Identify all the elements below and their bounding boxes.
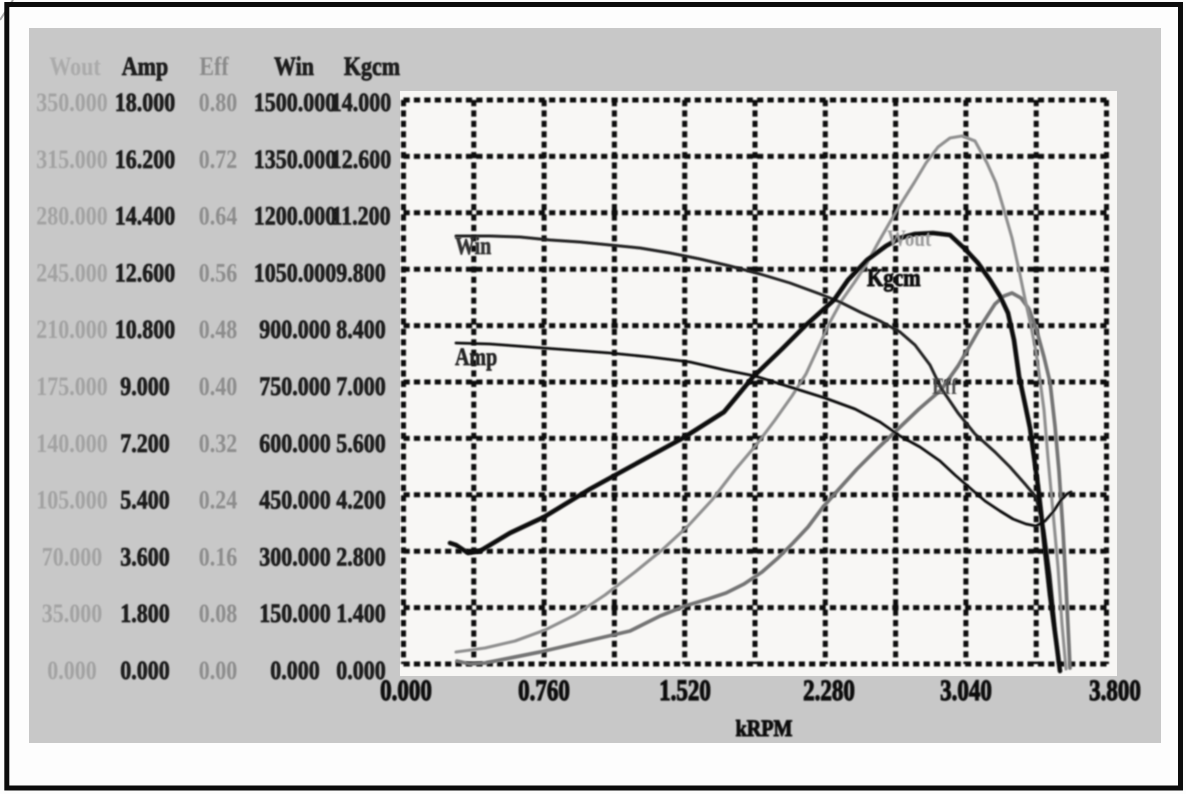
- svg-text:2.280: 2.280: [803, 673, 855, 706]
- svg-text:4.200: 4.200: [336, 486, 385, 515]
- svg-text:12.600: 12.600: [115, 259, 175, 288]
- svg-text:0.24: 0.24: [199, 486, 237, 515]
- svg-text:Kgcm: Kgcm: [867, 264, 921, 292]
- svg-text:Win: Win: [274, 52, 314, 81]
- svg-text:150.000: 150.000: [259, 599, 330, 628]
- svg-text:0.760: 0.760: [518, 673, 570, 706]
- svg-text:1350.000: 1350.000: [254, 145, 336, 174]
- svg-text:2.800: 2.800: [336, 543, 385, 572]
- svg-text:1.520: 1.520: [659, 673, 711, 706]
- svg-text:9.800: 9.800: [336, 259, 385, 288]
- svg-text:14.400: 14.400: [115, 202, 175, 231]
- svg-text:0.80: 0.80: [199, 88, 237, 117]
- svg-text:Kgcm: Kgcm: [344, 52, 400, 81]
- svg-text:140.000: 140.000: [36, 429, 107, 458]
- svg-text:0.40: 0.40: [199, 372, 237, 401]
- svg-text:5.600: 5.600: [336, 429, 385, 458]
- svg-text:175.000: 175.000: [36, 372, 107, 401]
- svg-text:Wout: Wout: [49, 52, 100, 81]
- svg-text:0.000: 0.000: [47, 656, 96, 685]
- svg-text:10.800: 10.800: [115, 315, 175, 344]
- svg-text:0.56: 0.56: [199, 259, 237, 288]
- svg-text:1200.000: 1200.000: [254, 202, 336, 231]
- svg-text:245.000: 245.000: [36, 259, 107, 288]
- svg-text:Amp: Amp: [455, 343, 497, 371]
- svg-text:1.800: 1.800: [120, 599, 169, 628]
- svg-text:1050.000: 1050.000: [254, 259, 336, 288]
- svg-text:300.000: 300.000: [259, 543, 330, 572]
- svg-text:12.600: 12.600: [331, 145, 391, 174]
- svg-text:11.200: 11.200: [331, 202, 390, 231]
- svg-text:280.000: 280.000: [36, 202, 107, 231]
- svg-text:7.200: 7.200: [120, 429, 169, 458]
- svg-text:kRPM: kRPM: [736, 716, 793, 742]
- svg-text:0.000: 0.000: [380, 673, 432, 706]
- svg-text:Eff: Eff: [932, 373, 958, 399]
- svg-text:Wout: Wout: [887, 225, 931, 251]
- svg-text:16.200: 16.200: [115, 145, 175, 174]
- svg-text:105.000: 105.000: [36, 486, 107, 515]
- svg-text:0.000: 0.000: [120, 656, 169, 685]
- svg-text:Eff: Eff: [199, 52, 229, 81]
- svg-text:0.16: 0.16: [199, 543, 237, 572]
- svg-text:Amp: Amp: [122, 52, 168, 81]
- svg-text:18.000: 18.000: [115, 88, 175, 117]
- svg-text:7.000: 7.000: [336, 372, 385, 401]
- svg-text:0.000: 0.000: [336, 656, 385, 685]
- svg-text:35.000: 35.000: [42, 599, 102, 628]
- svg-text:210.000: 210.000: [36, 315, 107, 344]
- svg-text:0.72: 0.72: [199, 145, 237, 174]
- svg-text:750.000: 750.000: [259, 372, 330, 401]
- svg-text:3.800: 3.800: [1089, 673, 1141, 706]
- svg-text:3.040: 3.040: [940, 673, 992, 706]
- svg-text:450.000: 450.000: [259, 486, 330, 515]
- svg-text:900.000: 900.000: [259, 315, 330, 344]
- svg-text:Win: Win: [455, 232, 492, 260]
- svg-text:0.32: 0.32: [199, 429, 237, 458]
- svg-text:315.000: 315.000: [36, 145, 107, 174]
- svg-text:70.000: 70.000: [42, 543, 102, 572]
- svg-text:8.400: 8.400: [336, 315, 385, 344]
- svg-text:0.08: 0.08: [199, 599, 237, 628]
- svg-text:350.000: 350.000: [36, 88, 107, 117]
- svg-text:14.000: 14.000: [331, 88, 391, 117]
- svg-text:1500.000: 1500.000: [254, 88, 336, 117]
- svg-text:1.400: 1.400: [336, 599, 385, 628]
- svg-text:0.000: 0.000: [270, 656, 319, 685]
- svg-text:5.400: 5.400: [120, 486, 169, 515]
- svg-text:0.00: 0.00: [199, 656, 237, 685]
- svg-text:3.600: 3.600: [120, 543, 169, 572]
- svg-text:0.48: 0.48: [199, 315, 237, 344]
- svg-text:9.000: 9.000: [120, 372, 169, 401]
- svg-text:600.000: 600.000: [259, 429, 330, 458]
- svg-text:0.64: 0.64: [199, 202, 237, 231]
